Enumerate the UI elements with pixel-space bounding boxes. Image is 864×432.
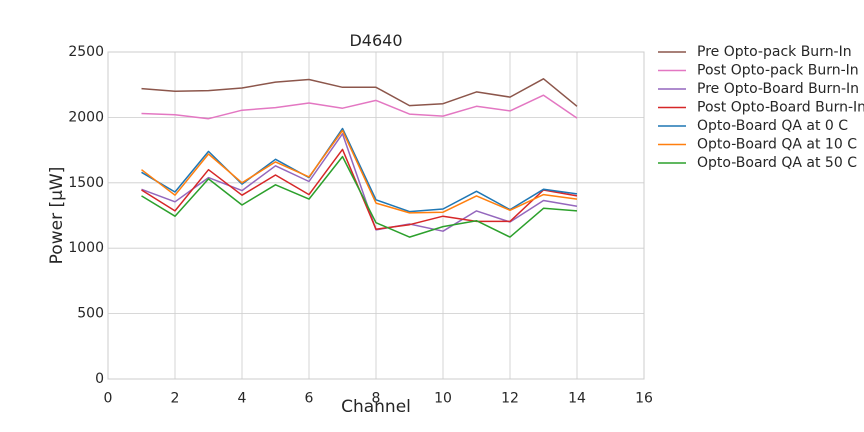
series-line <box>141 127 578 213</box>
y-tick-label: 0 <box>95 371 104 387</box>
y-tick-label: 500 <box>77 306 104 322</box>
x-tick-labels: 0 2 4 6 8 10 12 14 16 <box>104 391 653 407</box>
x-tick-label: 10 <box>434 391 452 407</box>
series-lines <box>141 78 578 238</box>
legend-label: Opto-Board QA at 0 C <box>697 118 848 134</box>
series-line <box>141 94 578 120</box>
y-tick-label: 1500 <box>68 175 104 191</box>
y-tick-labels: 0 500 1000 1500 2000 2500 <box>68 44 104 387</box>
series-line <box>141 78 578 107</box>
series-line <box>141 155 578 238</box>
series-line <box>141 133 578 232</box>
plot-area-frame <box>107 51 645 380</box>
x-tick-label: 2 <box>171 391 180 407</box>
x-tick-label: 0 <box>104 391 113 407</box>
x-tick-label: 6 <box>305 391 314 407</box>
legend-label: Post Opto-pack Burn-In <box>697 63 859 79</box>
legend-label: Pre Opto-pack Burn-In <box>697 44 852 60</box>
x-tick-label: 12 <box>501 391 519 407</box>
chart-title: D4640 <box>349 31 402 50</box>
legend-label: Post Opto-Board Burn-In <box>697 100 864 116</box>
x-axis-label: Channel <box>341 397 411 417</box>
y-tick-label: 2000 <box>68 109 104 125</box>
y-tick-label: 2500 <box>68 44 104 60</box>
legend: Pre Opto-pack Burn-In Post Opto-pack Burn… <box>658 44 864 171</box>
x-tick-label: 4 <box>238 391 247 407</box>
legend-label: Opto-Board QA at 10 C <box>697 137 857 153</box>
y-axis-label: Power [μW] <box>47 167 67 265</box>
x-tick-label: 14 <box>568 391 586 407</box>
x-tick-label: 8 <box>372 391 381 407</box>
legend-label: Pre Opto-Board Burn-In <box>697 81 859 97</box>
x-tick-label: 16 <box>635 391 653 407</box>
y-tick-label: 1000 <box>68 240 104 256</box>
series-line <box>141 129 578 214</box>
legend-label: Opto-Board QA at 50 C <box>697 155 857 171</box>
